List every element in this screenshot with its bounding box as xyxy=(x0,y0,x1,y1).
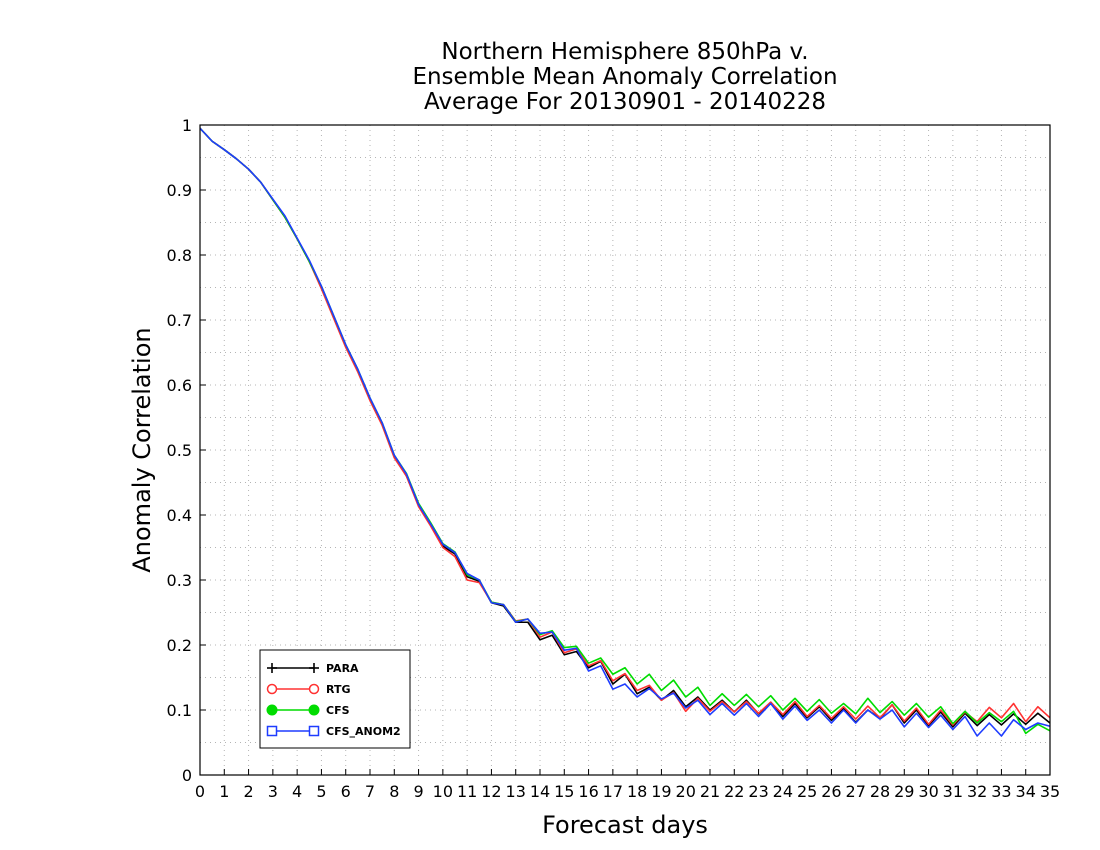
grid xyxy=(200,125,1050,775)
series-line-para xyxy=(199,127,1051,728)
x-tick-label: 6 xyxy=(341,782,351,801)
legend-label: PARA xyxy=(326,662,359,675)
legend-marker-start xyxy=(266,725,278,737)
x-tick-label: 35 xyxy=(1040,782,1060,801)
legend-entry-cfs-anom2: CFS_ANOM2 xyxy=(266,725,401,738)
y-tick-label: 0.7 xyxy=(167,311,192,330)
y-tick-label: 0.5 xyxy=(167,441,192,460)
legend-entry-cfs: CFS xyxy=(266,704,350,717)
x-tick-label: 18 xyxy=(627,782,647,801)
x-tick-label: 29 xyxy=(894,782,914,801)
series-lines xyxy=(199,127,1051,737)
chart-title-line-1: Northern Hemisphere 850hPa v. xyxy=(441,39,808,65)
x-tick-label: 15 xyxy=(554,782,574,801)
x-tick-label: 24 xyxy=(773,782,793,801)
y-tick-label: 0.1 xyxy=(167,701,192,720)
x-axis-ticks: 0 1 2 3 4 5 6 7 8 9 10 11 12 13 14 15 16 17 18 19 20 21 22 23 24… xyxy=(195,769,1060,801)
series-line-rtg xyxy=(199,127,1051,726)
x-tick-label: 19 xyxy=(651,782,671,801)
x-tick-label: 13 xyxy=(506,782,526,801)
legend-marker-start xyxy=(267,663,277,673)
x-tick-label: 8 xyxy=(389,782,399,801)
legend-marker-end xyxy=(308,704,320,716)
legend-marker-end xyxy=(308,683,320,695)
y-tick-label: 0.3 xyxy=(167,571,192,590)
x-tick-label: 21 xyxy=(700,782,720,801)
y-tick-label: 1 xyxy=(182,116,192,135)
x-tick-label: 30 xyxy=(918,782,938,801)
x-tick-label: 17 xyxy=(603,782,623,801)
legend-entry-rtg: RTG xyxy=(266,683,351,696)
legend: PARA RTG CFS CFS_ANOM2 xyxy=(259,649,411,749)
y-tick-label: 0.2 xyxy=(167,636,192,655)
x-tick-label: 0 xyxy=(195,782,205,801)
x-tick-label: 16 xyxy=(578,782,598,801)
x-tick-label: 4 xyxy=(292,782,302,801)
x-tick-label: 5 xyxy=(316,782,326,801)
y-tick-label: 0.8 xyxy=(167,246,192,265)
x-tick-label: 26 xyxy=(821,782,841,801)
y-tick-label: 0.9 xyxy=(167,181,192,200)
legend-marker-end xyxy=(308,725,320,737)
x-tick-label: 1 xyxy=(219,782,229,801)
x-tick-label: 20 xyxy=(676,782,696,801)
x-tick-label: 2 xyxy=(243,782,253,801)
x-axis-label: Forecast days xyxy=(542,811,708,839)
x-tick-label: 28 xyxy=(870,782,890,801)
legend-label: CFS_ANOM2 xyxy=(326,725,401,738)
x-tick-label: 34 xyxy=(1016,782,1036,801)
x-tick-label: 3 xyxy=(268,782,278,801)
x-tick-label: 10 xyxy=(433,782,453,801)
x-tick-label: 31 xyxy=(943,782,963,801)
y-axis-label: Anomaly Correlation xyxy=(128,327,156,572)
series-line-cfs xyxy=(199,127,1051,735)
legend-marker-end xyxy=(309,663,319,673)
legend-label: RTG xyxy=(326,683,351,696)
x-tick-label: 9 xyxy=(413,782,423,801)
legend-marker-start xyxy=(266,683,278,695)
x-tick-label: 32 xyxy=(967,782,987,801)
legend-entry-para: PARA xyxy=(267,662,359,675)
series-line-cfs-anom2 xyxy=(199,127,1051,737)
x-tick-label: 23 xyxy=(748,782,768,801)
y-tick-label: 0.6 xyxy=(167,376,192,395)
x-tick-label: 27 xyxy=(846,782,866,801)
x-tick-label: 33 xyxy=(991,782,1011,801)
chart-title: Northern Hemisphere 850hPa v. Ensemble M… xyxy=(412,39,837,115)
x-tick-label: 22 xyxy=(724,782,744,801)
legend-label: CFS xyxy=(326,704,350,717)
x-tick-label: 7 xyxy=(365,782,375,801)
x-tick-label: 12 xyxy=(481,782,501,801)
legend-marker-start xyxy=(266,704,278,716)
x-tick-label: 25 xyxy=(797,782,817,801)
chart-title-line-3: Average For 20130901 - 20140228 xyxy=(424,89,826,115)
chart-title-line-2: Ensemble Mean Anomaly Correlation xyxy=(412,64,837,90)
y-tick-label: 0 xyxy=(182,766,192,785)
x-tick-label: 14 xyxy=(530,782,550,801)
x-tick-label: 11 xyxy=(457,782,477,801)
y-axis-ticks: 0 0.1 0.2 0.3 0.4 0.5 0.6 0.7 0.8 0.9 1 xyxy=(167,116,206,785)
y-tick-label: 0.4 xyxy=(167,506,192,525)
